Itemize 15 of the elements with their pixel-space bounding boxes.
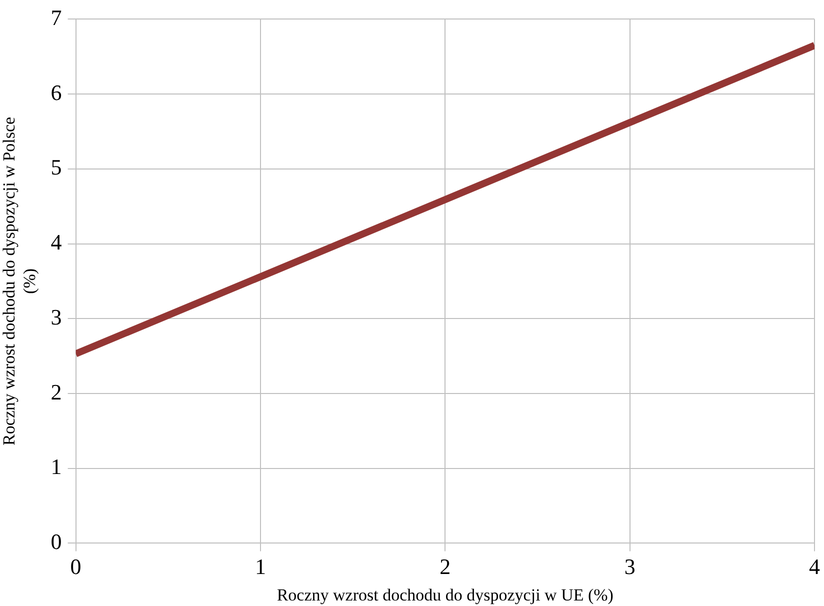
x-tick-label: 0 bbox=[70, 554, 82, 580]
x-axis-title: Roczny wzrost dochodu do dyspozycji w UE (%) bbox=[276, 585, 614, 604]
x-tick-label: 1 bbox=[254, 554, 266, 580]
x-tick-label: 4 bbox=[809, 554, 820, 580]
x-tick-label: 2 bbox=[440, 554, 451, 580]
y-tick-label: 2 bbox=[50, 379, 62, 404]
y-tick-label: 5 bbox=[50, 154, 62, 180]
x-tick-label: 3 bbox=[624, 554, 636, 580]
y-tick-label: 3 bbox=[50, 304, 62, 330]
y-tick-label: 4 bbox=[50, 230, 62, 255]
y-tick-label: 0 bbox=[50, 528, 62, 554]
y-tick-label: 7 bbox=[50, 4, 62, 30]
y-tick-label: 6 bbox=[50, 80, 62, 105]
y-axis-title: Roczny wzrost dochodu do dyspozycji w Polsce (%) bbox=[0, 116, 40, 446]
y-tick-label: 1 bbox=[50, 454, 62, 480]
